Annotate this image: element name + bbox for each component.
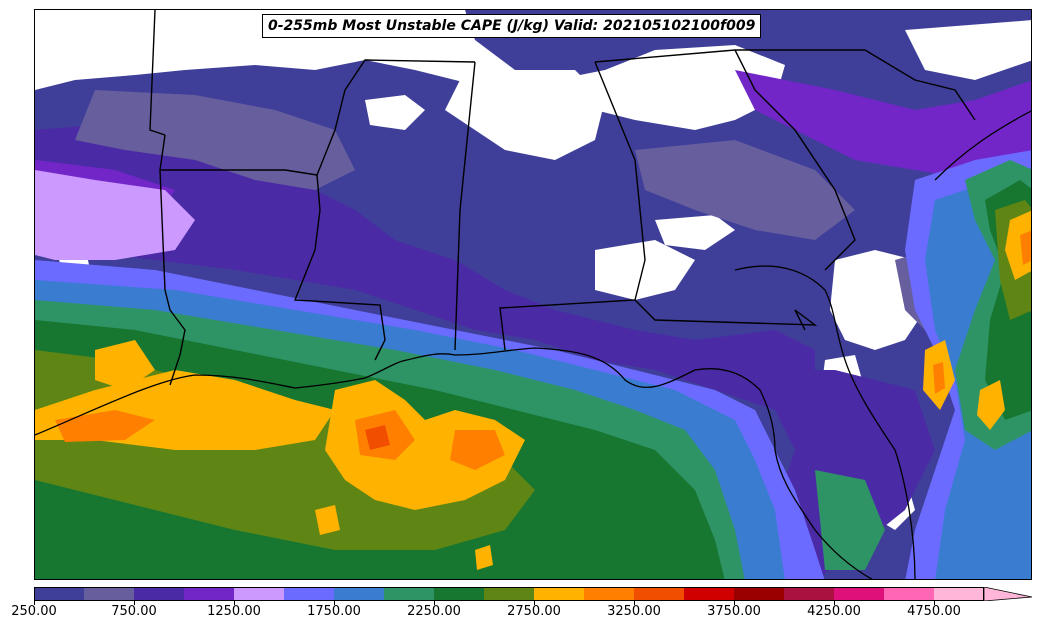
colorbar-outline (34, 587, 984, 601)
colorbar-bin (534, 587, 585, 601)
cape-map-canvas (35, 10, 1031, 579)
colorbar-bin (584, 587, 635, 601)
colorbar-bin (234, 587, 285, 601)
colorbar-tick-label: 750.00 (111, 604, 157, 619)
colorbar-tick (934, 601, 935, 605)
coastline (35, 110, 1031, 579)
colorbar-tick-label: 1750.00 (307, 604, 361, 619)
colorbar-bin (184, 587, 235, 601)
colorbar-bin (634, 587, 685, 601)
state-borders (149, 10, 976, 386)
colorbar (34, 587, 1033, 601)
map-title: 0-255mb Most Unstable CAPE (J/kg) Valid:… (262, 14, 762, 38)
cape-high-value-areas (35, 210, 1031, 570)
colorbar-bin (334, 587, 385, 601)
colorbar-tick (34, 601, 35, 605)
colorbar-bin (134, 587, 185, 601)
colorbar-tick (434, 601, 435, 605)
cape-map (34, 9, 1032, 580)
colorbar-tick-label: 4250.00 (807, 604, 861, 619)
colorbar-tick-label: 4750.00 (907, 604, 961, 619)
colorbar-extend-arrow (983, 587, 1033, 601)
colorbar-bin (934, 587, 985, 601)
colorbar-bin (284, 587, 335, 601)
colorbar-bin (384, 587, 435, 601)
colorbar-tick-label: 3750.00 (707, 604, 761, 619)
colorbar-tick (634, 601, 635, 605)
colorbar-tick-label: 3250.00 (607, 604, 661, 619)
colorbar-tick (234, 601, 235, 605)
colorbar-bin (784, 587, 835, 601)
colorbar-bin (84, 587, 135, 601)
colorbar-bin (834, 587, 885, 601)
colorbar-tick-label: 250.00 (11, 604, 57, 619)
colorbar-tick (834, 601, 835, 605)
colorbar-bin (734, 587, 785, 601)
colorbar-tick (334, 601, 335, 605)
colorbar-bin (34, 587, 85, 601)
colorbar-tick (134, 601, 135, 605)
colorbar-bin (434, 587, 485, 601)
colorbar-tick-label: 1250.00 (207, 604, 261, 619)
colorbar-bin (484, 587, 535, 601)
colorbar-bin (884, 587, 935, 601)
colorbar-tick-label: 2750.00 (507, 604, 561, 619)
colorbar-bin (684, 587, 735, 601)
colorbar-tick (734, 601, 735, 605)
colorbar-tick (534, 601, 535, 605)
colorbar-tick-label: 2250.00 (407, 604, 461, 619)
